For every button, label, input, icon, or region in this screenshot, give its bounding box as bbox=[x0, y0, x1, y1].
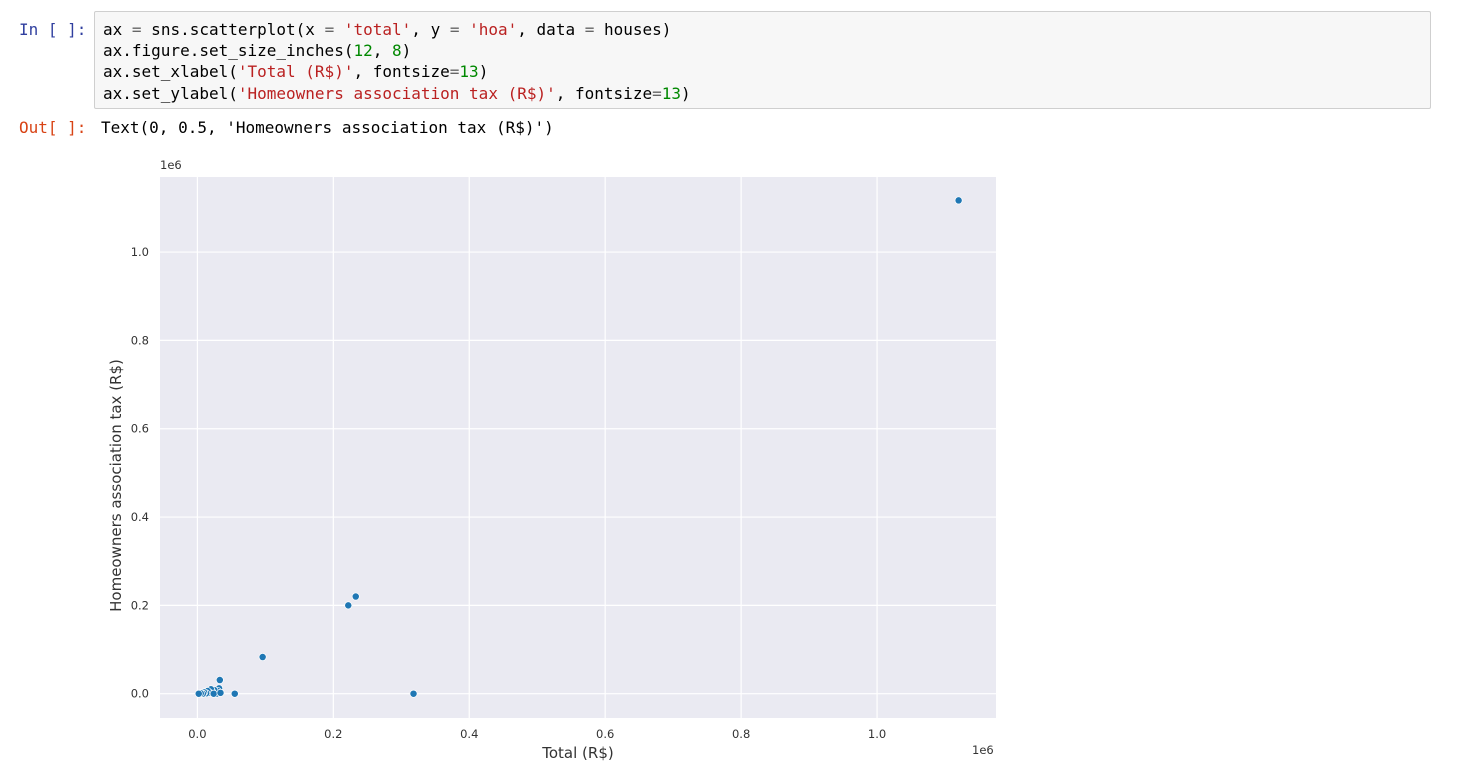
output-prompt: Out[ ]: bbox=[19, 118, 87, 137]
code-line-3: ax.set_xlabel('Total (R$)', fontsize=13) bbox=[103, 62, 489, 82]
input-prompt: In [ ]: bbox=[19, 20, 87, 39]
scatter-point bbox=[209, 689, 218, 698]
scatter-point bbox=[258, 653, 267, 662]
y-tick-label: 0.2 bbox=[131, 598, 149, 612]
y-gridlines bbox=[160, 251, 996, 695]
x-gridlines bbox=[196, 177, 878, 718]
scatter-point bbox=[344, 601, 353, 610]
y-offset-label: 1e6 bbox=[160, 158, 182, 172]
x-tick-label: 0.8 bbox=[732, 727, 750, 741]
scatter-point bbox=[215, 676, 224, 684]
output-text: Text(0, 0.5, 'Homeowners association tax… bbox=[101, 118, 554, 137]
y-tick-label: 1.0 bbox=[131, 245, 149, 259]
code-line-4: ax.set_ylabel('Homeowners association ta… bbox=[103, 83, 691, 103]
x-tick-label: 0.0 bbox=[188, 727, 206, 741]
y-tick-labels: 0.0 0.2 0.4 0.6 0.8 1.0 bbox=[131, 245, 149, 701]
y-tick-label: 0.4 bbox=[131, 510, 149, 524]
scatter-point bbox=[230, 689, 239, 698]
x-tick-label: 1.0 bbox=[868, 727, 886, 741]
y-axis-label: Homeowners association tax (R$) bbox=[107, 359, 125, 612]
code-line-2: ax.figure.set_size_inches(12, 8) bbox=[103, 41, 412, 61]
scatter-plot: 0.0 0.2 0.4 0.6 0.8 1.0 0.0 0.2 0.4 0.6 0.8 1.0 1e… bbox=[107, 158, 996, 762]
plot-background bbox=[160, 177, 996, 718]
x-offset-label: 1e6 bbox=[972, 743, 994, 757]
x-tick-label: 0.2 bbox=[324, 727, 342, 741]
output-cell: Out[ ]: Text(0, 0.5, 'Homeowners associa… bbox=[0, 114, 1473, 765]
code-editor[interactable]: ax = sns.scatterplot(x = 'total', y = 'h… bbox=[94, 11, 1431, 109]
scatter-point bbox=[351, 592, 360, 601]
y-tick-label: 0.8 bbox=[131, 333, 149, 347]
scatter-points bbox=[194, 196, 963, 698]
x-tick-label: 0.4 bbox=[460, 727, 478, 741]
scatter-point bbox=[954, 196, 963, 205]
scatter-point bbox=[194, 689, 203, 698]
x-tick-labels: 0.0 0.2 0.4 0.6 0.8 1.0 bbox=[188, 727, 886, 741]
y-tick-label: 0.0 bbox=[131, 687, 149, 701]
code-line-1: ax = sns.scatterplot(x = 'total', y = 'h… bbox=[103, 20, 672, 39]
code-text[interactable]: ax = sns.scatterplot(x = 'total', y = 'h… bbox=[103, 19, 691, 104]
x-tick-label: 0.6 bbox=[596, 727, 614, 741]
y-tick-label: 0.6 bbox=[131, 422, 149, 436]
scatter-point bbox=[216, 688, 225, 697]
x-axis-label: Total (R$) bbox=[541, 744, 613, 762]
input-cell[interactable]: In [ ]: ax = sns.scatterplot(x = 'total'… bbox=[0, 10, 1473, 112]
scatter-point bbox=[409, 689, 418, 698]
